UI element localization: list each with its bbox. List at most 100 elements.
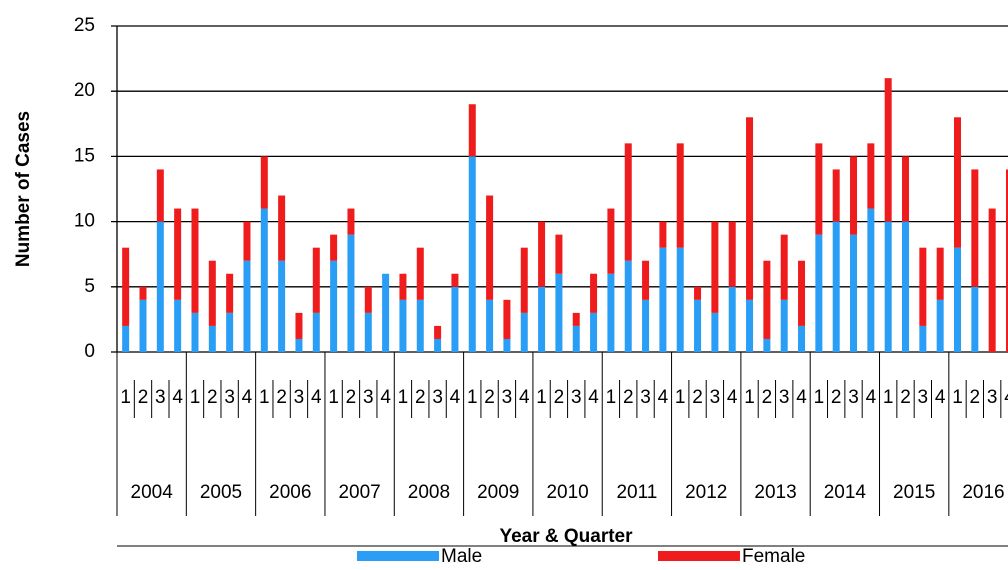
year-label: 2006 xyxy=(269,482,311,503)
bar-segment xyxy=(278,195,286,261)
x-tick-label: 2 xyxy=(138,387,149,408)
legend-label: Male xyxy=(441,546,482,567)
bar-segment xyxy=(191,208,199,313)
year-label: 2014 xyxy=(824,482,867,503)
bar-segment xyxy=(156,169,164,222)
bar-segment xyxy=(815,143,823,235)
bar-segment xyxy=(555,234,563,274)
x-tick-label: 3 xyxy=(640,387,651,408)
x-tick-label: 2 xyxy=(970,387,981,408)
legend-swatch xyxy=(357,551,439,561)
x-tick-label: 4 xyxy=(519,387,530,408)
x-tick-label: 4 xyxy=(935,387,946,408)
x-tick-label: 4 xyxy=(172,387,183,408)
x-tick-label: 1 xyxy=(814,387,825,408)
bar-segment xyxy=(347,234,355,352)
year-label: 2008 xyxy=(408,482,450,503)
bar-segment xyxy=(711,221,719,313)
bar-segment xyxy=(434,325,442,339)
bar-segment xyxy=(607,273,615,352)
bar-segment xyxy=(676,143,684,248)
bar-segment xyxy=(208,260,216,326)
x-tick-label: 3 xyxy=(363,387,374,408)
x-tick-label: 4 xyxy=(727,387,738,408)
x-tick-label: 3 xyxy=(779,387,790,408)
bar-segment xyxy=(936,247,944,300)
bar-segment xyxy=(226,312,234,352)
bar-segment xyxy=(347,208,355,235)
bar-segment xyxy=(538,286,546,352)
x-tick-label: 2 xyxy=(762,387,773,408)
y-tick-label: 20 xyxy=(74,80,95,101)
bar-segment xyxy=(122,247,130,326)
bar-segment xyxy=(590,312,598,352)
bar-segment xyxy=(295,312,303,339)
bar-segment xyxy=(728,286,736,352)
bar-segment xyxy=(971,286,979,352)
year-label: 2010 xyxy=(546,482,588,503)
bar-segment xyxy=(295,338,303,352)
bar-segment xyxy=(451,273,459,287)
x-tick-label: 1 xyxy=(883,387,894,408)
bar-segment xyxy=(919,325,927,352)
bar-segment xyxy=(728,221,736,287)
x-tick-label: 2 xyxy=(554,387,565,408)
bar-segment xyxy=(832,169,840,222)
bar-segment xyxy=(122,325,130,352)
year-label: 2016 xyxy=(962,482,1004,503)
bar-segment xyxy=(486,195,494,300)
bar-segment xyxy=(312,312,320,352)
bar-segment xyxy=(971,169,979,287)
year-label: 2004 xyxy=(131,482,174,503)
year-label: 2015 xyxy=(893,482,935,503)
y-tick-label: 25 xyxy=(74,15,95,36)
bar-segment xyxy=(884,221,892,352)
bar-segment xyxy=(832,221,840,352)
bar-segment xyxy=(503,338,511,352)
bar-segment xyxy=(659,221,667,248)
x-tick-label: 3 xyxy=(571,387,582,408)
bar-segment xyxy=(590,273,598,313)
bar-segment xyxy=(780,234,788,300)
x-tick-label: 3 xyxy=(155,387,166,408)
x-tick-label: 2 xyxy=(346,387,357,408)
bar-segment xyxy=(416,247,424,300)
bar-segment xyxy=(208,325,216,352)
x-tick-label: 2 xyxy=(692,387,703,408)
bar-segment xyxy=(520,247,528,313)
x-tick-label: 1 xyxy=(328,387,339,408)
bar-segment xyxy=(364,286,372,313)
bar-segment xyxy=(486,299,494,352)
y-tick-label: 0 xyxy=(84,341,95,362)
legend-swatch xyxy=(658,551,740,561)
bar-segment xyxy=(139,286,147,300)
x-tick-label: 3 xyxy=(848,387,859,408)
x-tick-label: 3 xyxy=(710,387,721,408)
x-tick-label: 1 xyxy=(675,387,686,408)
bar-segment xyxy=(364,312,372,352)
bar-segment xyxy=(850,234,858,352)
bar-segment xyxy=(226,273,234,313)
x-tick-label: 1 xyxy=(398,387,409,408)
bar-segment xyxy=(624,260,632,352)
x-tick-label: 1 xyxy=(744,387,755,408)
bar-segment xyxy=(642,260,650,300)
x-tick-label: 4 xyxy=(380,387,391,408)
bar-segment xyxy=(174,208,182,300)
bar-segment xyxy=(954,247,962,352)
bar-segment xyxy=(850,156,858,235)
bar-segment xyxy=(538,221,546,287)
bar-segment xyxy=(191,312,199,352)
bar-segment xyxy=(260,156,268,209)
bar-segment xyxy=(694,286,702,300)
y-tick-label: 10 xyxy=(74,211,95,232)
bar-segment xyxy=(416,299,424,352)
bar-segment xyxy=(780,299,788,352)
bar-segment xyxy=(763,260,771,339)
bar-segment xyxy=(694,299,702,352)
bar-segment xyxy=(572,325,580,352)
bar-segment xyxy=(798,260,806,326)
bar-segment xyxy=(746,117,754,300)
bar-segment xyxy=(815,234,823,352)
